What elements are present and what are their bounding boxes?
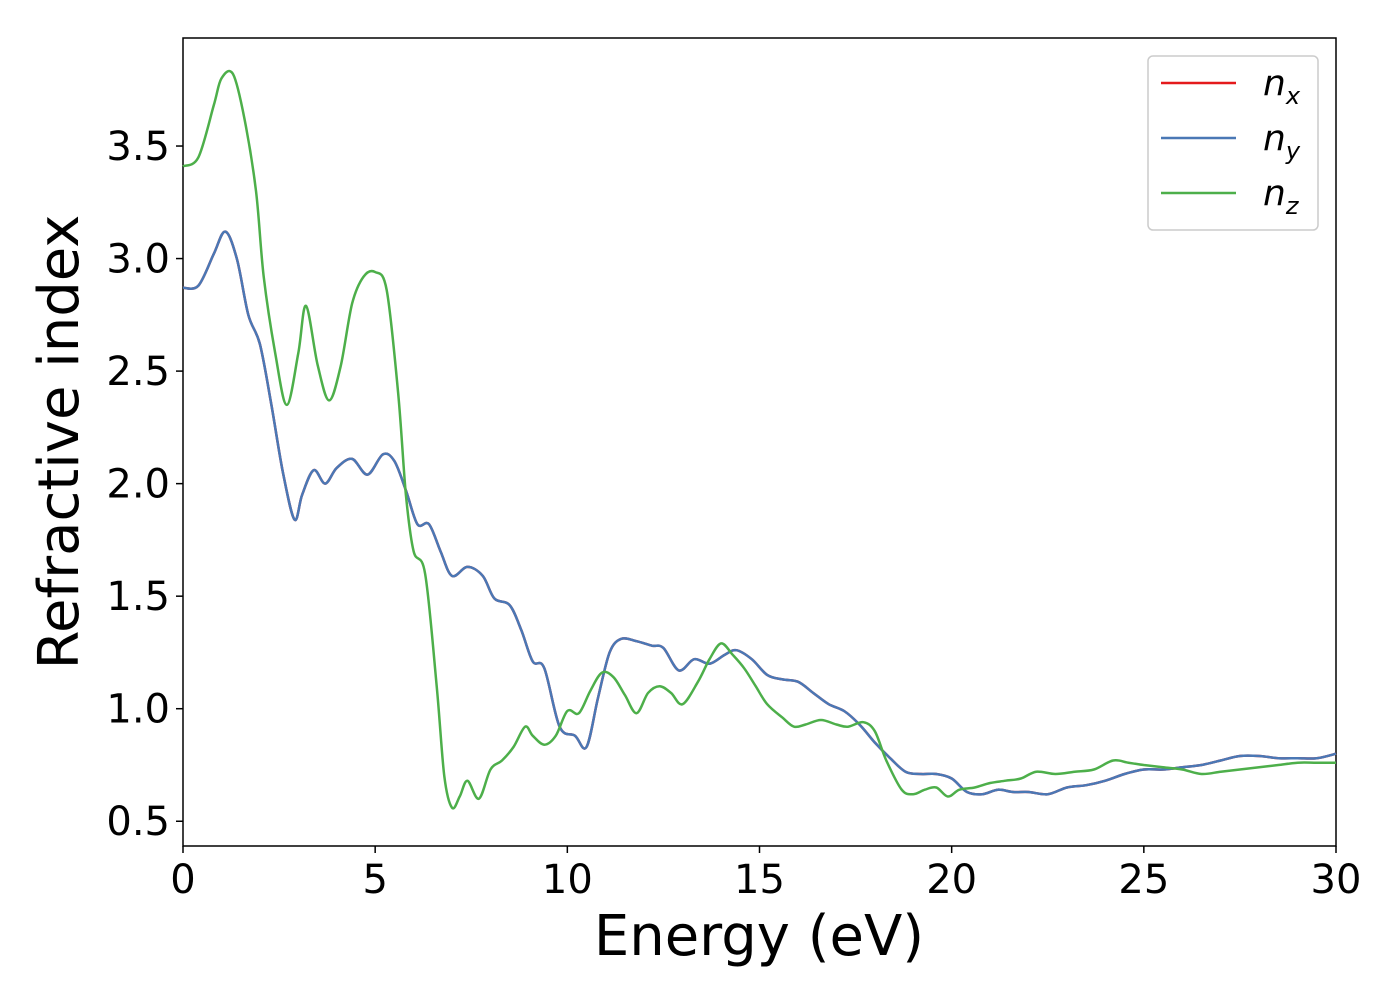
legend-label-n-y: ny [1263, 118, 1301, 165]
y-tick-label: 2.5 [106, 349, 170, 395]
legend: nx ny nz [1147, 55, 1319, 231]
y-tick-label: 1.0 [106, 687, 170, 733]
legend-label-n-x: nx [1263, 63, 1301, 110]
series-line-n-z [182, 69, 1336, 810]
series-lines [182, 69, 1337, 810]
y-axis-ticks: 0.5 1.0 1.5 2.0 2.5 3.0 3.5 [106, 124, 183, 845]
y-tick-label: 3.5 [106, 124, 170, 170]
y-axis-label: Refractive index [27, 215, 92, 670]
y-tick-label: 0.5 [106, 799, 170, 845]
y-tick-label: 2.0 [106, 462, 170, 508]
legend-box [1147, 55, 1319, 231]
x-tick-label: 20 [926, 857, 977, 903]
x-axis-ticks: 0 5 10 15 20 25 30 [170, 846, 1361, 903]
x-tick-label: 10 [542, 857, 593, 903]
y-tick-label: 1.5 [106, 574, 170, 620]
series-line-n-x [182, 230, 1337, 796]
x-tick-label: 5 [362, 857, 387, 903]
x-tick-label: 15 [734, 857, 785, 903]
x-tick-label: 30 [1311, 857, 1362, 903]
series-line-n-y [182, 230, 1337, 796]
y-tick-label: 3.0 [106, 237, 170, 283]
x-tick-label: 25 [1118, 857, 1169, 903]
legend-label-n-z: nz [1263, 173, 1300, 220]
x-axis-label: Energy (eV) [594, 904, 924, 969]
x-tick-label: 0 [170, 857, 195, 903]
